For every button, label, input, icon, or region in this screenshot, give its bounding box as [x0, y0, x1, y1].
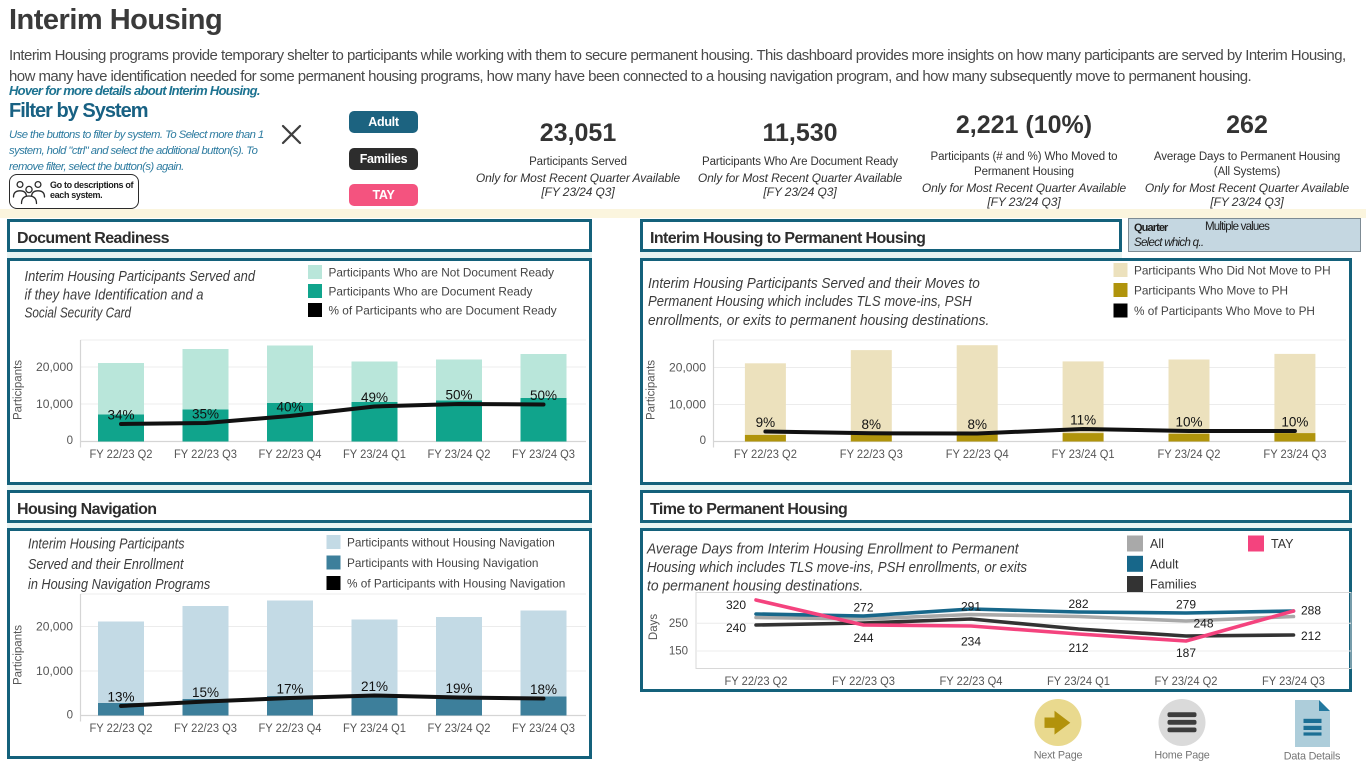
- svg-text:Participants: Participants: [13, 360, 25, 420]
- svg-text:244: 244: [853, 631, 873, 645]
- svg-text:FY 23/24 Q1: FY 23/24 Q1: [343, 723, 406, 735]
- svg-text:212: 212: [1068, 641, 1088, 655]
- svg-text:FY 23/24 Q3: FY 23/24 Q3: [512, 449, 575, 461]
- svg-text:35%: 35%: [192, 407, 219, 422]
- svg-text:0: 0: [700, 435, 706, 447]
- svg-text:288: 288: [1301, 604, 1321, 618]
- svg-text:20,000: 20,000: [36, 622, 73, 634]
- svg-text:279: 279: [1176, 598, 1196, 612]
- svg-text:in Housing Navigation Programs: in Housing Navigation Programs: [28, 577, 210, 593]
- svg-text:Social Security Card: Social Security Card: [25, 305, 132, 321]
- svg-text:Participants Who Move to PH: Participants Who Move to PH: [1134, 284, 1288, 298]
- svg-text:FY 22/23 Q3: FY 22/23 Q3: [840, 449, 903, 461]
- svg-text:Average Days from Interim Hous: Average Days from Interim Housing Enroll…: [646, 542, 1019, 558]
- svg-text:Participants: Participants: [13, 625, 25, 685]
- svg-text:Next Page: Next Page: [1034, 750, 1083, 762]
- svg-text:20,000: 20,000: [36, 362, 73, 374]
- svg-text:Interim Housing Participants: Interim Housing Participants: [28, 537, 185, 553]
- svg-text:FY 22/23 Q2: FY 22/23 Q2: [725, 676, 788, 688]
- svg-text:FY 22/23 Q4: FY 22/23 Q4: [940, 676, 1004, 688]
- svg-text:291: 291: [961, 600, 981, 614]
- svg-text:248: 248: [1193, 617, 1213, 631]
- svg-text:8%: 8%: [967, 417, 987, 432]
- svg-text:FY 23/24 Q3: FY 23/24 Q3: [1263, 449, 1326, 461]
- svg-text:Participants Who are Document: Participants Who are Document Ready: [329, 285, 533, 299]
- svg-text:34%: 34%: [107, 408, 134, 423]
- svg-text:if they have Identification an: if they have Identification and a: [25, 287, 204, 303]
- svg-text:17%: 17%: [276, 682, 303, 697]
- svg-text:10,000: 10,000: [36, 666, 73, 678]
- svg-text:11%: 11%: [1070, 413, 1096, 428]
- svg-text:Data Details: Data Details: [1284, 751, 1341, 763]
- svg-text:Interim Housing Participants S: Interim Housing Participants Served and …: [648, 276, 980, 292]
- svg-text:Participants without Housing N: Participants without Housing Navigation: [347, 536, 555, 550]
- svg-text:187: 187: [1176, 646, 1196, 660]
- svg-text:Home Page: Home Page: [1154, 750, 1209, 762]
- svg-text:FY 23/24 Q2: FY 23/24 Q2: [1155, 676, 1218, 688]
- svg-text:Families: Families: [1150, 578, 1197, 592]
- svg-text:FY 23/24 Q3: FY 23/24 Q3: [512, 723, 575, 735]
- svg-text:enrollments, or exits to perma: enrollments, or exits to permanent housi…: [648, 313, 989, 329]
- svg-text:Interim Housing Participants S: Interim Housing Participants Served and: [25, 269, 256, 285]
- svg-text:10%: 10%: [1175, 415, 1202, 430]
- svg-text:FY 23/24 Q2: FY 23/24 Q2: [1158, 449, 1221, 461]
- svg-text:FY 23/24 Q2: FY 23/24 Q2: [428, 723, 491, 735]
- svg-text:282: 282: [1068, 597, 1088, 611]
- svg-text:Participants Who are Not Docum: Participants Who are Not Document Ready: [329, 266, 555, 280]
- svg-text:18%: 18%: [530, 682, 557, 697]
- svg-text:8%: 8%: [862, 417, 882, 432]
- svg-text:Participants Who Did Not Move: Participants Who Did Not Move to PH: [1134, 264, 1331, 278]
- svg-text:0: 0: [67, 435, 73, 447]
- svg-text:15%: 15%: [192, 685, 219, 700]
- svg-text:FY 22/23 Q3: FY 22/23 Q3: [832, 676, 895, 688]
- svg-text:Participants with Housing Navi: Participants with Housing Navigation: [347, 556, 538, 570]
- svg-text:150: 150: [669, 646, 688, 658]
- svg-text:9%: 9%: [756, 415, 776, 430]
- svg-text:FY 22/23 Q2: FY 22/23 Q2: [734, 449, 797, 461]
- svg-text:to permanent housing destinati: to permanent housing destinations.: [647, 579, 863, 595]
- svg-text:234: 234: [961, 635, 981, 649]
- svg-text:FY 22/23 Q3: FY 22/23 Q3: [174, 723, 237, 735]
- svg-text:40%: 40%: [276, 400, 303, 415]
- svg-text:250: 250: [669, 618, 688, 630]
- svg-text:240: 240: [726, 621, 746, 635]
- svg-text:Permanent Housing which includ: Permanent Housing which includes TLS mov…: [648, 294, 972, 310]
- svg-text:20,000: 20,000: [669, 363, 706, 375]
- svg-text:% of Participants who are Docu: % of Participants who are Document Ready: [329, 304, 557, 318]
- svg-text:FY 22/23 Q2: FY 22/23 Q2: [90, 449, 153, 461]
- svg-text:% of Participants Who Move to: % of Participants Who Move to PH: [1134, 304, 1315, 318]
- svg-text:10%: 10%: [1281, 415, 1308, 430]
- svg-text:Served and their Enrollment: Served and their Enrollment: [28, 557, 184, 573]
- svg-text:50%: 50%: [445, 388, 472, 403]
- svg-text:19%: 19%: [445, 681, 472, 696]
- svg-text:FY 23/24 Q2: FY 23/24 Q2: [428, 449, 491, 461]
- svg-text:% of Participants with Housing: % of Participants with Housing Navigatio…: [347, 577, 565, 591]
- svg-text:Adult: Adult: [1150, 558, 1179, 572]
- svg-text:10,000: 10,000: [669, 400, 706, 412]
- svg-text:FY 22/23 Q3: FY 22/23 Q3: [174, 449, 237, 461]
- svg-text:TAY: TAY: [1271, 537, 1294, 551]
- svg-text:FY 22/23 Q2: FY 22/23 Q2: [90, 723, 153, 735]
- svg-text:Participants: Participants: [646, 360, 658, 420]
- svg-text:FY 23/24 Q1: FY 23/24 Q1: [1047, 676, 1110, 688]
- svg-text:320: 320: [726, 598, 746, 612]
- svg-text:272: 272: [853, 601, 873, 615]
- svg-text:Days: Days: [648, 614, 660, 640]
- svg-text:10,000: 10,000: [36, 399, 73, 411]
- svg-text:All: All: [1150, 537, 1164, 551]
- svg-text:FY 23/24 Q1: FY 23/24 Q1: [343, 449, 406, 461]
- svg-text:212: 212: [1301, 629, 1321, 643]
- svg-text:FY 23/24 Q1: FY 23/24 Q1: [1052, 449, 1115, 461]
- svg-text:50%: 50%: [530, 388, 557, 403]
- svg-text:FY 23/24 Q3: FY 23/24 Q3: [1262, 676, 1325, 688]
- svg-text:0: 0: [67, 710, 73, 722]
- svg-text:FY 22/23 Q4: FY 22/23 Q4: [946, 449, 1010, 461]
- svg-text:21%: 21%: [361, 679, 388, 694]
- svg-text:13%: 13%: [107, 690, 134, 705]
- svg-text:FY 22/23 Q4: FY 22/23 Q4: [259, 449, 323, 461]
- svg-text:Housing which includes TLS mov: Housing which includes TLS move-ins, PSH…: [647, 560, 1027, 576]
- svg-text:49%: 49%: [361, 390, 388, 405]
- svg-text:FY 22/23 Q4: FY 22/23 Q4: [259, 723, 323, 735]
